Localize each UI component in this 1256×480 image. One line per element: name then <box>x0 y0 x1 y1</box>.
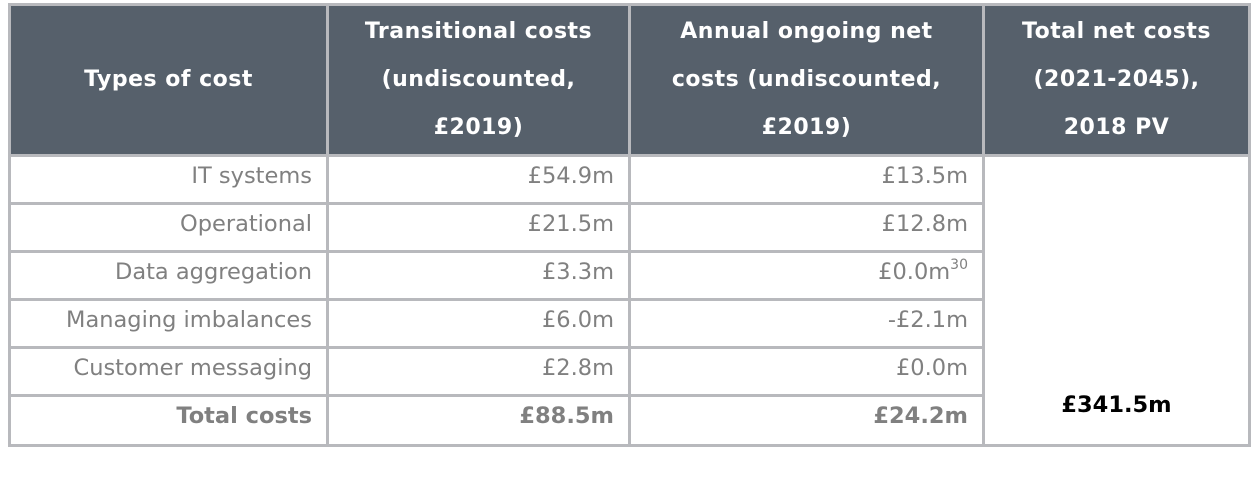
header-line: costs (undiscounted, <box>671 67 942 92</box>
cell-transitional: £54.9m <box>326 154 631 205</box>
header-line: £2019) <box>761 115 852 140</box>
cell-total-annual: £24.2m <box>628 394 985 447</box>
total-row: Total costs £88.5m £24.2m <box>8 394 1250 447</box>
cell-type: Customer messaging <box>8 346 329 397</box>
cell-type: Operational <box>8 202 329 253</box>
header-annual: Annual ongoing net costs (undiscounted, … <box>628 3 985 157</box>
header-types-of-cost: Types of cost <box>8 3 329 157</box>
cell-annual: £13.5m <box>628 154 985 205</box>
cell-annual: £0.0m <box>628 346 985 397</box>
cell-transitional: £3.3m <box>326 250 631 301</box>
header-line: Annual ongoing net <box>680 19 933 44</box>
table-row: IT systems £54.9m £13.5m £341.5m <box>8 154 1251 447</box>
table-row: Data aggregation £3.3m £0.0m30 <box>8 250 1250 301</box>
header-row: Types of cost Transitional costs (undisc… <box>8 3 1251 157</box>
table-row: Operational £21.5m £12.8m <box>8 202 1250 253</box>
cell-transitional: £6.0m <box>326 298 631 349</box>
cell-annual: -£2.1m <box>628 298 985 349</box>
cell-annual: £0.0m30 <box>628 250 985 301</box>
header-transitional: Transitional costs (undiscounted, £2019) <box>326 3 631 157</box>
cell-type: Data aggregation <box>8 250 329 301</box>
header-line: (undiscounted, <box>381 67 576 92</box>
cost-table: Types of cost Transitional costs (undisc… <box>8 3 1251 447</box>
cell-total-pv: £341.5m <box>982 154 1251 447</box>
header-line: Transitional costs <box>364 19 593 44</box>
cell-type: IT systems <box>8 154 329 205</box>
header-line: 2018 PV <box>1063 115 1170 140</box>
cell-total-label: Total costs <box>8 394 329 447</box>
header-line: (2021-2045), <box>1033 67 1200 92</box>
header-line: £2019) <box>433 115 524 140</box>
annual-value: £0.0m <box>878 259 951 285</box>
footnote-ref: 30 <box>950 257 968 273</box>
cell-transitional: £2.8m <box>326 346 631 397</box>
cell-total-transitional: £88.5m <box>326 394 631 447</box>
table-row: Customer messaging £2.8m £0.0m <box>8 346 1250 397</box>
header-total-pv: Total net costs (2021-2045), 2018 PV <box>982 3 1251 157</box>
cell-annual: £12.8m <box>628 202 985 253</box>
header-line: Total net costs <box>1022 19 1211 44</box>
cell-transitional: £21.5m <box>326 202 631 253</box>
cell-type: Managing imbalances <box>8 298 329 349</box>
header-line: Types of cost <box>84 67 253 92</box>
table-row: Managing imbalances £6.0m -£2.1m <box>8 298 1250 349</box>
